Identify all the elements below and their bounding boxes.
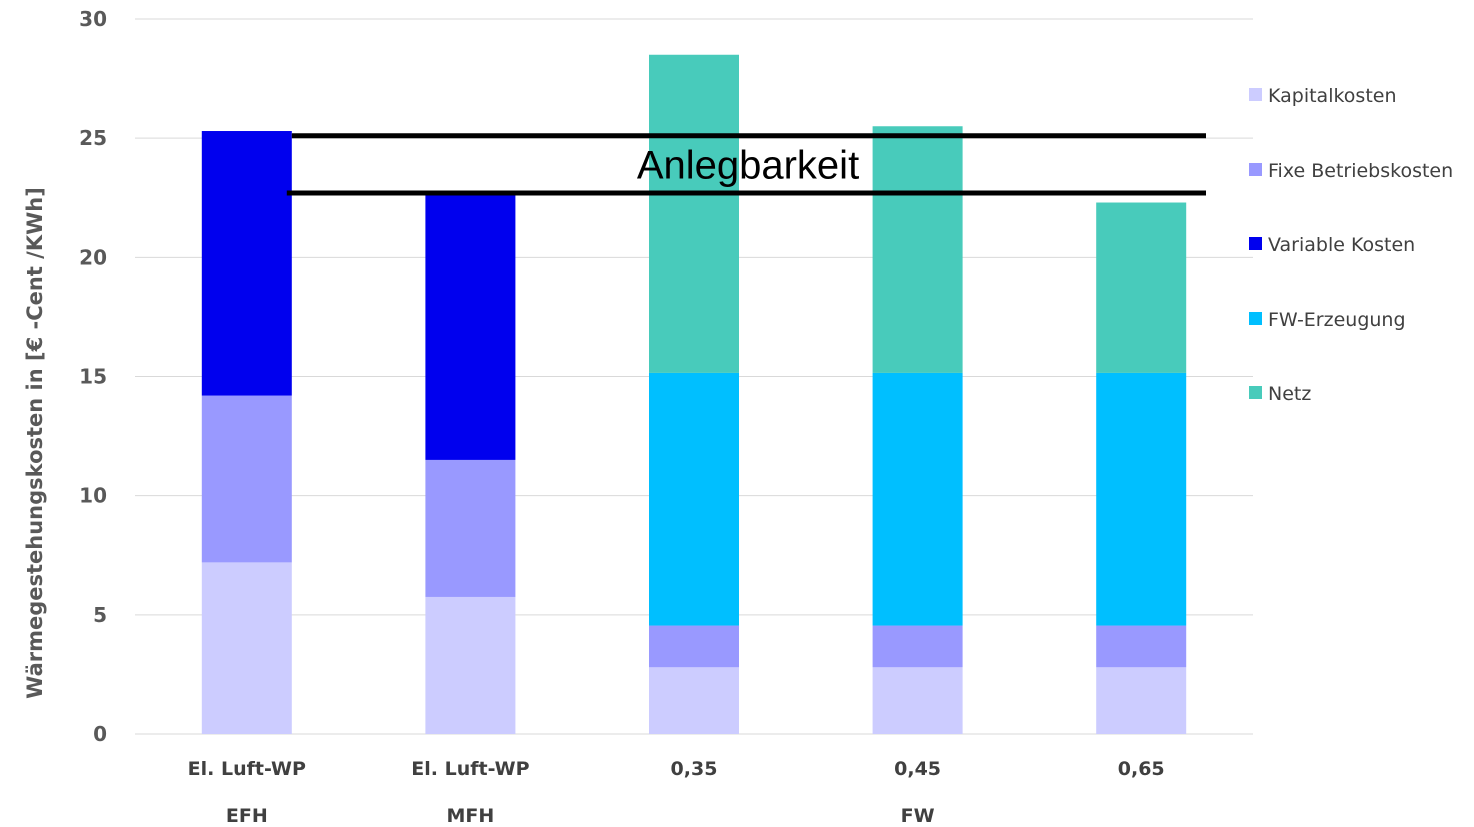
bar-2-1: [425, 192, 516, 460]
annotation: Anlegbarkeit: [286, 133, 1206, 196]
group-label: MFH: [447, 805, 495, 827]
legend-label: FW-Erzeugung: [1268, 309, 1406, 331]
y-tick-label: 20: [79, 245, 107, 269]
legend-swatch-1: [1249, 163, 1262, 176]
group-label: EFH: [226, 805, 268, 827]
group-label: FW: [901, 805, 935, 827]
legend-swatch-3: [1249, 312, 1262, 325]
annotation-label: Anlegbarkeit: [637, 143, 859, 187]
y-axis-label: Wärmegestehungskosten in [€ -Cent /KWh]: [23, 187, 47, 699]
legend-swatch-2: [1249, 237, 1262, 250]
y-tick-labels: 0 5 10 15 20 25 30: [79, 7, 107, 746]
bar-0-2: [649, 667, 739, 734]
legend-swatch-0: [1249, 88, 1262, 101]
bar-0-0: [201, 562, 292, 734]
bar-1-0: [201, 395, 292, 563]
bar-0-1: [425, 596, 516, 734]
legend-label: Netz: [1268, 383, 1311, 405]
y-tick-label: 30: [79, 7, 107, 31]
legend-swatch-4: [1249, 386, 1262, 399]
legend-label: Variable Kosten: [1268, 234, 1415, 256]
bar-1-3: [872, 625, 963, 668]
y-tick-label: 5: [93, 603, 107, 627]
y-tick-label: 10: [79, 484, 107, 508]
category-label: El. Luft-WP: [188, 758, 306, 780]
bar-3-3: [872, 372, 963, 626]
category-label: 0,65: [1118, 758, 1165, 780]
bar-1-4: [1096, 625, 1187, 668]
category-label: El. Luft-WP: [411, 758, 529, 780]
bar-0-4: [1096, 667, 1187, 734]
bar-3-2: [649, 372, 739, 626]
bar-2-0: [201, 131, 292, 396]
legend-label: Kapitalkosten: [1268, 85, 1397, 107]
bar-3-4: [1096, 372, 1187, 626]
bar-1-1: [425, 459, 516, 597]
y-tick-label: 0: [93, 722, 107, 746]
y-tick-label: 15: [79, 365, 107, 389]
category-labels: El. Luft-WP El. Luft-WP 0,35 0,45 0,65: [188, 758, 1165, 780]
bars: [201, 54, 1187, 734]
bar-4-2: [649, 54, 739, 373]
legend-label: Fixe Betriebskosten: [1268, 160, 1453, 182]
category-label: 0,35: [671, 758, 718, 780]
y-tick-label: 25: [79, 126, 107, 150]
bar-4-4: [1096, 202, 1187, 373]
category-label: 0,45: [894, 758, 941, 780]
bar-4-3: [872, 126, 963, 373]
bar-0-3: [872, 667, 963, 734]
bar-1-2: [649, 625, 739, 668]
legend: Kapitalkosten Fixe Betriebskosten Variable…: [1249, 85, 1453, 405]
group-labels: EFH MFH FW: [226, 805, 935, 827]
